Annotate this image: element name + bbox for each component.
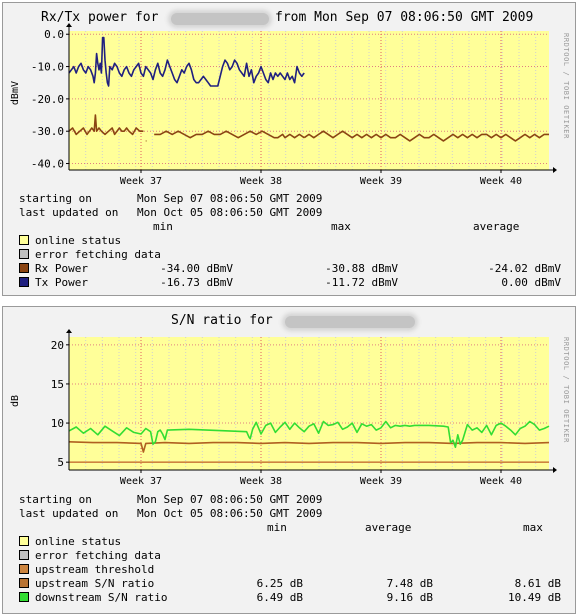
starting-on-label: starting on (19, 493, 92, 506)
x-tick-label: Week 40 (480, 176, 522, 187)
x-tick-label: Week 38 (240, 476, 282, 487)
x-axis-arrow (553, 467, 557, 473)
downstream-sn-min: 6.49 dB (256, 591, 303, 604)
chart-title: Rx/Tx power for (41, 10, 159, 25)
rrdtool-watermark: RRDTOOL / TOBI OETIKER (562, 33, 570, 139)
sn-ratio-chart: 20 15 10 5 Week 37 Week 38 Week 39 Week 40 (51, 329, 557, 487)
legend-label: Tx Power (35, 276, 88, 289)
series-tx-power (68, 36, 305, 87)
rrdtool-watermark: RRDTOOL / TOBI OETIKER (562, 337, 570, 443)
series-downstream-s-n-ratio (68, 420, 550, 449)
legend-header-average: average (473, 220, 520, 233)
legend-header-max: max (523, 521, 543, 534)
last-updated-line: last updated on Mon Oct 05 08:06:50 GMT 2… (19, 206, 322, 219)
x-axis-arrow (553, 167, 557, 173)
legend-swatch (19, 550, 29, 560)
legend-rx-power: Rx Power (19, 262, 88, 275)
legend-swatch (19, 592, 29, 602)
upstream-sn-average: 7.48 dB (386, 577, 433, 590)
last-updated-value: Mon Oct 05 08:06:50 GMT 2009 (137, 507, 323, 520)
tx-power-max: -11.72 dBmV (325, 276, 398, 289)
x-tick-label: Week 38 (240, 176, 282, 187)
legend-header-min: min (153, 220, 173, 233)
starting-on-value: Mon Sep 07 08:06:50 GMT 2009 (137, 493, 323, 506)
legend-online-status: online status (19, 234, 121, 247)
x-tick-label: Week 39 (360, 176, 402, 187)
legend-label: error fetching data (35, 549, 161, 562)
y-axis-arrow (66, 23, 72, 27)
starting-on-line: starting on Mon Sep 07 08:06:50 GMT 2009 (19, 192, 322, 205)
rx-power-average: -24.02 dBmV (488, 262, 561, 275)
y-tick-label: -30.0 (31, 125, 64, 138)
tx-power-min: -16.73 dBmV (160, 276, 233, 289)
legend-upstream-sn: upstream S/N ratio (19, 577, 154, 590)
sn-ratio-panel: S/N ratio for RRDTOOL / TOBI OETIKER dB … (2, 306, 576, 614)
x-tick-label: Week 37 (120, 176, 162, 187)
downstream-sn-max: 10.49 dB (508, 591, 561, 604)
upstream-sn-min: 6.25 dB (256, 577, 303, 590)
upstream-sn-max: 8.61 dB (514, 577, 561, 590)
last-updated-value: Mon Oct 05 08:06:50 GMT 2009 (137, 206, 323, 219)
series-rx-power (154, 130, 305, 139)
legend-label: downstream S/N ratio (35, 591, 168, 604)
legend-swatch (19, 578, 29, 588)
legend-label: upstream threshold (35, 563, 155, 576)
redacted-hostname (171, 13, 269, 25)
legend-header-max: max (331, 220, 351, 233)
legend-error-fetching: error fetching data (19, 549, 161, 562)
legend-label: online status (35, 234, 122, 247)
y-tick-label: -20.0 (31, 93, 64, 106)
legend-label: upstream S/N ratio (35, 577, 155, 590)
legend-swatch (19, 263, 29, 273)
chart-title-suffix: from Mon Sep 07 08:06:50 GMT 2009 (275, 10, 534, 25)
tx-power-average: 0.00 dBmV (501, 276, 561, 289)
y-tick-label: 5 (57, 456, 64, 469)
y-tick-label: 20 (51, 339, 64, 352)
legend-swatch (19, 277, 29, 287)
x-tick-label: Week 37 (120, 476, 162, 487)
rx-tx-power-panel: Rx/Tx power for from Mon Sep 07 08:06:50… (2, 2, 576, 296)
starting-on-line: starting on Mon Sep 07 08:06:50 GMT 2009 (19, 493, 322, 506)
x-tick-label: Week 40 (480, 476, 522, 487)
legend-label: online status (35, 535, 122, 548)
legend-downstream-sn: downstream S/N ratio (19, 591, 167, 604)
x-tick-label: Week 39 (360, 476, 402, 487)
chart-title: S/N ratio for (171, 313, 273, 328)
legend-online-status: online status (19, 535, 121, 548)
last-updated-label: last updated on (19, 206, 119, 219)
y-tick-label: 10 (51, 417, 64, 430)
y-tick-label: 15 (51, 378, 64, 391)
legend-swatch (19, 564, 29, 574)
starting-on-value: Mon Sep 07 08:06:50 GMT 2009 (137, 192, 323, 205)
starting-on-label: starting on (19, 192, 92, 205)
downstream-sn-average: 9.16 dB (386, 591, 433, 604)
y-tick-label: -40.0 (31, 158, 64, 171)
series-rx-power (68, 114, 144, 136)
redacted-hostname (285, 316, 415, 328)
series-rx-power (303, 130, 549, 142)
legend-label: error fetching data (35, 248, 161, 261)
y-tick-label: -10.0 (31, 61, 64, 74)
legend-header-average: average (365, 521, 412, 534)
rx-power-max: -30.88 dBmV (325, 262, 398, 275)
last-updated-line: last updated on Mon Oct 05 08:06:50 GMT 2… (19, 507, 322, 520)
rx-power-min: -34.00 dBmV (160, 262, 233, 275)
legend-swatch (19, 235, 29, 245)
legend-swatch (19, 536, 29, 546)
rx-tx-power-chart: 0.0 -10.0 -20.0 -30.0 -40.0 Week 37 Week 38 Wee… (31, 23, 557, 187)
legend-header-min: min (267, 521, 287, 534)
legend-error-fetching: error fetching data (19, 248, 161, 261)
legend-tx-power: Tx Power (19, 276, 88, 289)
legend-label: Rx Power (35, 262, 88, 275)
y-axis-arrow (66, 329, 72, 333)
legend-upstream-threshold: upstream threshold (19, 563, 154, 576)
y-tick-label: 0.0 (44, 28, 64, 41)
last-updated-label: last updated on (19, 507, 119, 520)
legend-swatch (19, 249, 29, 259)
